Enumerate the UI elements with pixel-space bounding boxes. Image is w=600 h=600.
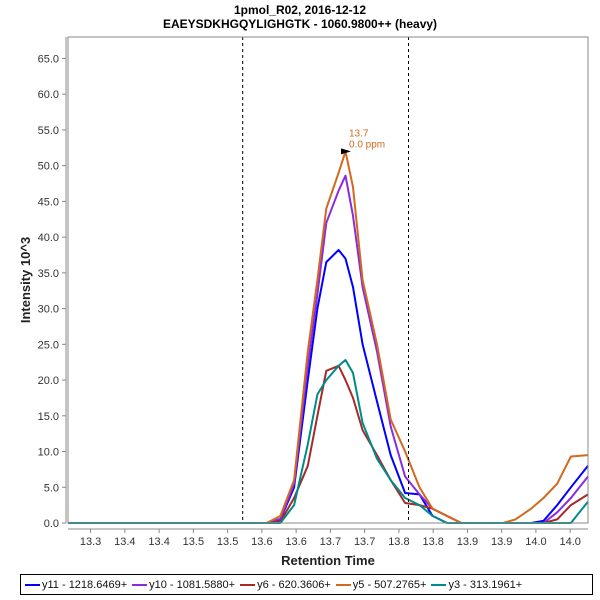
y-tick-label: 30.0 <box>38 304 59 316</box>
y-tick-label: 25.0 <box>38 339 59 351</box>
series-line <box>68 364 589 524</box>
series-line <box>68 174 589 524</box>
legend-item: y6 - 620.3606+ <box>240 579 331 591</box>
axes: 0.0 5.0 10.0 15.0 20.0 25.0 30.0 35.0 40.0 45.0 50… <box>18 36 589 568</box>
y-tick-label: 20.0 <box>38 375 59 387</box>
y-tick-label: 0.0 <box>44 518 59 530</box>
x-tick-label: 13.4 <box>114 536 135 548</box>
series-y10 <box>67 174 589 524</box>
x-axis-label: Retention Time <box>281 553 375 568</box>
series-y6 <box>67 364 589 524</box>
y-tick-label: 15.0 <box>38 411 59 423</box>
y-axis-label: Intensity 10^3 <box>18 237 33 323</box>
y-tick-label: 50.0 <box>38 161 59 173</box>
legend-item: y11 - 1218.6469+ <box>25 579 127 591</box>
y-tick-label: 5.0 <box>44 482 59 494</box>
series-y11 <box>67 249 589 524</box>
y-tick-label: 10.0 <box>38 447 59 459</box>
legend-swatch-icon <box>132 583 148 586</box>
legend-label: y5 - 507.2765+ <box>352 578 427 591</box>
x-tick-label: 13.8 <box>422 536 443 548</box>
x-tick-label: 14.0 <box>525 536 546 548</box>
chart-subtitle: EAEYSDKHGQYLIGHGTK - 1060.9800++ (heavy) <box>162 17 438 31</box>
peak-boundaries <box>242 37 410 523</box>
series-line <box>68 249 589 524</box>
legend-label: y11 - 1218.6469+ <box>42 578 128 591</box>
y-tick-label: 60.0 <box>38 89 59 101</box>
series-line <box>68 150 589 524</box>
legend-label: y10 - 1081.5880+ <box>149 578 236 591</box>
chromatogram-chart: 0.0 5.0 10.0 15.0 20.0 25.0 30.0 35.0 40.0 45.0 50… <box>18 36 589 568</box>
x-tick-label: 14.0 <box>559 536 580 548</box>
series-y3 <box>67 359 589 524</box>
y-tick-label: 65.0 <box>38 53 59 65</box>
x-tick-label: 13.5 <box>217 536 238 548</box>
x-tick-label: 13.3 <box>80 536 101 548</box>
legend-swatch-icon <box>25 583 40 586</box>
legend-swatch-icon <box>335 583 351 586</box>
series-layer <box>67 150 589 524</box>
x-tick-label: 13.4 <box>148 536 169 548</box>
legend: y11 - 1218.6469+ y10 - 1081.5880+ y6 - 620… <box>20 574 593 595</box>
legend-item: y5 - 507.2765+ <box>335 578 427 591</box>
legend-item: y10 - 1081.5880+ <box>132 579 235 591</box>
x-tick-label: 13.9 <box>457 536 478 548</box>
x-tick-label: 13.7 <box>354 536 375 548</box>
x-tick-label: 13.6 <box>285 536 306 548</box>
peak-marker-icon <box>341 148 352 155</box>
x-tick-label: 13.8 <box>388 536 409 548</box>
series-y5 <box>67 150 589 524</box>
y-tick-label: 45.0 <box>38 196 59 208</box>
x-tick-label: 13.9 <box>491 536 512 548</box>
plot-frame <box>67 36 589 524</box>
x-tick-label: 13.5 <box>183 536 204 548</box>
chart-title: 1pmol_R02, 2016-12-12 <box>233 3 367 17</box>
x-tick-label: 13.6 <box>251 536 272 548</box>
legend-item: y3 - 313.1961+ <box>431 579 522 591</box>
legend-label: y6 - 620.3606+ <box>257 578 331 591</box>
annotation-ppm: 0.0 ppm <box>349 139 385 150</box>
annotation-rt: 13.7 <box>349 128 369 139</box>
legend-label: y3 - 313.1961+ <box>448 578 523 591</box>
series-line <box>68 359 589 524</box>
y-tick-label: 40.0 <box>38 232 59 244</box>
y-tick-label: 55.0 <box>38 125 59 137</box>
y-tick-label: 35.0 <box>38 268 59 280</box>
x-tick-label: 13.7 <box>320 536 341 548</box>
legend-swatch-icon <box>240 583 256 586</box>
peak-annotation: 13.70.0 ppm <box>341 128 385 155</box>
legend-swatch-icon <box>431 583 447 586</box>
